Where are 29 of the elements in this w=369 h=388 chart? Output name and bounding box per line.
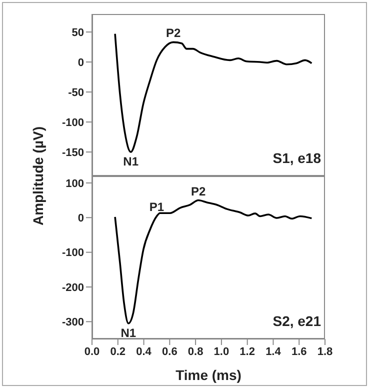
- annotation: P1: [149, 200, 164, 214]
- x-tick-label: 1.0: [214, 346, 230, 358]
- y-tick-label: -150: [62, 146, 84, 159]
- y-tick-label: -100: [62, 247, 84, 260]
- annotation: N1: [123, 154, 139, 169]
- annotation: S2, e21: [272, 313, 321, 329]
- annotation: N1: [120, 326, 136, 340]
- x-tick-label: 1.8: [317, 346, 333, 358]
- y-tick-label: 50: [72, 26, 84, 39]
- y-tick-label: -300: [62, 316, 84, 329]
- y-axis-title: Amplitude (µV): [30, 126, 46, 226]
- y-tick-label: 0: [78, 212, 84, 225]
- annotation: P2: [191, 184, 206, 198]
- x-tick-label: 0.8: [188, 346, 204, 358]
- x-tick-label: 0.0: [84, 346, 100, 358]
- annotation: P2: [166, 26, 181, 40]
- x-tick-label: 1.6: [291, 346, 307, 358]
- x-tick-label: 0.2: [110, 346, 126, 358]
- x-tick-label: 1.2: [240, 346, 255, 358]
- annotation: S1, e18: [272, 150, 321, 166]
- x-axis-title: Time (ms): [176, 367, 242, 383]
- y-tick-label: 100: [66, 178, 84, 190]
- x-tick-label: 0.6: [162, 346, 178, 358]
- y-tick-label: -100: [62, 116, 84, 129]
- x-tick-label: 0.4: [136, 346, 152, 358]
- y-tick-label: -200: [62, 282, 84, 294]
- x-tick-label: 1.4: [266, 346, 282, 358]
- y-tick-label: -50: [68, 86, 84, 99]
- y-tick-label: 0: [78, 56, 84, 69]
